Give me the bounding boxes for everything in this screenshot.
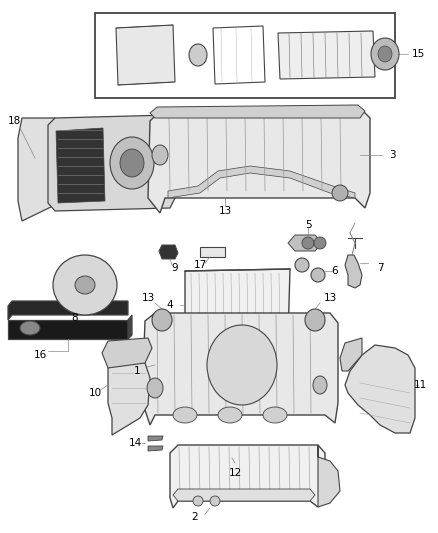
- Ellipse shape: [20, 321, 40, 335]
- Ellipse shape: [207, 325, 277, 405]
- Ellipse shape: [378, 46, 392, 62]
- Text: 17: 17: [193, 260, 207, 270]
- Polygon shape: [128, 315, 132, 339]
- Text: 15: 15: [411, 49, 424, 59]
- Ellipse shape: [173, 407, 197, 423]
- Ellipse shape: [305, 309, 325, 331]
- Text: 7: 7: [377, 263, 383, 273]
- Polygon shape: [345, 255, 362, 288]
- Ellipse shape: [302, 237, 314, 249]
- Text: 13: 13: [323, 293, 337, 303]
- Text: 14: 14: [128, 438, 141, 448]
- Polygon shape: [8, 301, 128, 320]
- Ellipse shape: [193, 496, 203, 506]
- Ellipse shape: [313, 376, 327, 394]
- Polygon shape: [18, 118, 60, 221]
- Polygon shape: [345, 345, 415, 433]
- Polygon shape: [116, 25, 175, 85]
- Text: 10: 10: [88, 388, 102, 398]
- Text: 12: 12: [228, 468, 242, 478]
- Ellipse shape: [295, 258, 309, 272]
- Text: 8: 8: [72, 313, 78, 323]
- Text: 6: 6: [332, 266, 338, 276]
- Bar: [200, 247, 225, 257]
- Ellipse shape: [75, 276, 95, 294]
- Polygon shape: [159, 245, 178, 259]
- Text: 9: 9: [172, 263, 178, 273]
- Ellipse shape: [263, 407, 287, 423]
- Polygon shape: [108, 353, 150, 435]
- Polygon shape: [170, 445, 325, 508]
- Text: 13: 13: [141, 293, 155, 303]
- Polygon shape: [148, 436, 163, 441]
- Polygon shape: [142, 313, 338, 425]
- Ellipse shape: [311, 268, 325, 282]
- Text: 16: 16: [33, 350, 46, 360]
- Polygon shape: [318, 445, 340, 507]
- Polygon shape: [8, 320, 128, 339]
- Ellipse shape: [110, 137, 154, 189]
- Polygon shape: [288, 235, 322, 251]
- Polygon shape: [150, 105, 365, 118]
- Ellipse shape: [371, 38, 399, 70]
- Text: 13: 13: [219, 206, 232, 216]
- Ellipse shape: [332, 185, 348, 201]
- Ellipse shape: [314, 237, 326, 249]
- Ellipse shape: [53, 255, 117, 315]
- Polygon shape: [173, 489, 315, 501]
- Text: 2: 2: [192, 512, 198, 522]
- Ellipse shape: [120, 149, 144, 177]
- Text: 1: 1: [134, 366, 140, 376]
- Ellipse shape: [210, 496, 220, 506]
- Text: 3: 3: [389, 150, 396, 160]
- Ellipse shape: [152, 309, 172, 331]
- Polygon shape: [148, 446, 163, 451]
- Polygon shape: [340, 338, 362, 371]
- Polygon shape: [102, 338, 152, 368]
- Ellipse shape: [189, 44, 207, 66]
- Ellipse shape: [147, 378, 163, 398]
- Text: 18: 18: [7, 116, 21, 126]
- Text: 4: 4: [167, 300, 173, 310]
- Polygon shape: [56, 128, 105, 203]
- Polygon shape: [48, 115, 175, 211]
- Polygon shape: [168, 166, 355, 198]
- Ellipse shape: [218, 407, 242, 423]
- Text: 11: 11: [413, 380, 427, 390]
- Ellipse shape: [152, 145, 168, 165]
- Polygon shape: [185, 269, 290, 341]
- Polygon shape: [72, 303, 98, 311]
- Bar: [95, 13, 395, 98]
- Text: 5: 5: [305, 220, 311, 230]
- Polygon shape: [278, 31, 375, 79]
- Polygon shape: [148, 108, 370, 213]
